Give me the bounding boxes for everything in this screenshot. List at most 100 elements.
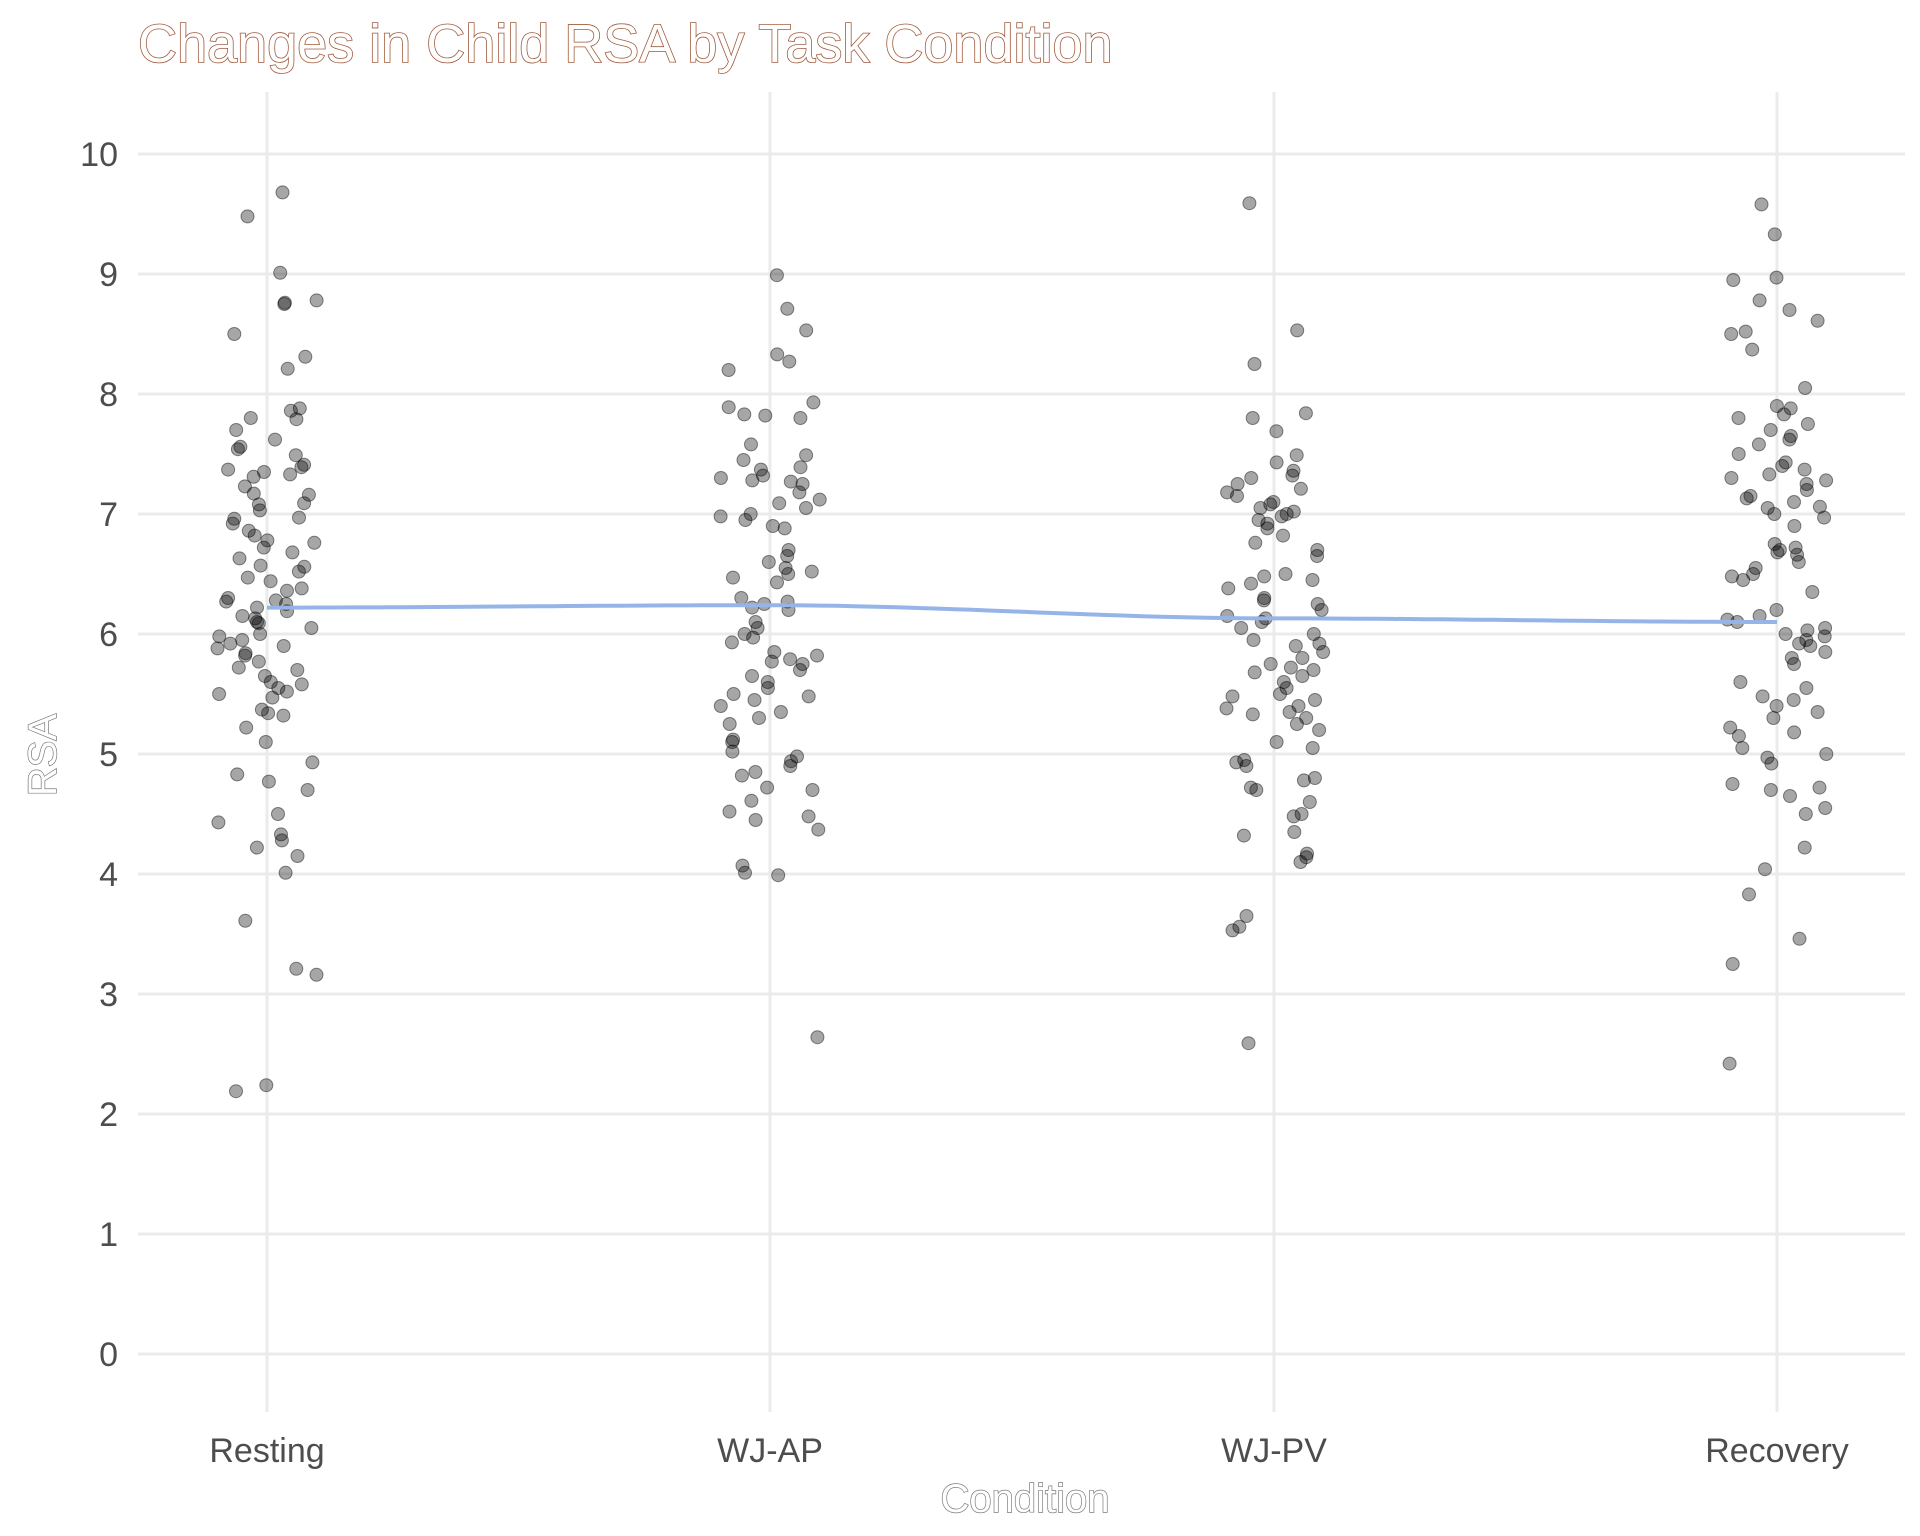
data-point [1760,501,1775,515]
data-point [1248,535,1263,550]
data-point [1782,432,1797,447]
data-point [1782,303,1797,317]
vertical-gridlines [265,92,1779,1412]
data-point [1276,675,1291,689]
data-point [1803,639,1818,653]
x-tick-label: WJ-AP [717,1432,823,1470]
data-point [1819,747,1834,761]
data-point [1818,621,1833,635]
data-point [1282,705,1297,719]
data-point [1817,510,1832,525]
data-point [251,497,266,512]
y-tick-label: 8 [99,376,118,414]
data-point [1243,780,1258,795]
data-point [771,868,786,883]
data-point [298,349,313,364]
data-point [292,401,307,416]
data-point [1725,957,1740,971]
data-point [1754,197,1769,212]
data-point [804,564,819,579]
data-point [790,749,804,764]
data-point [806,395,821,410]
data-point [1812,499,1827,514]
data-point [247,528,262,543]
data-point [1766,711,1781,725]
data-point [297,457,312,472]
data-point [261,706,276,721]
data-point [1300,846,1314,861]
data-point [752,711,766,725]
data-point [225,516,240,531]
data-point [1242,196,1257,211]
data-point [309,293,324,308]
data-point [760,675,775,689]
data-point [1767,537,1782,551]
data-point [1273,687,1287,701]
data-point [746,630,761,645]
data-point [793,411,808,425]
data-point [734,768,749,783]
data-point [1790,547,1805,562]
data-point [221,591,236,605]
data-point [258,735,273,749]
data-point [249,840,264,855]
data-point [748,813,763,827]
data-point [1739,491,1754,506]
data-point [810,648,824,663]
data-point [799,448,814,463]
data-point [238,913,253,928]
data-point [1296,773,1311,788]
data-point [801,689,816,704]
data-point [1787,725,1802,740]
data-point [1269,424,1284,439]
data-point [745,473,760,488]
data-point [1312,636,1327,651]
data-point [1767,507,1782,521]
data-point [1778,627,1793,641]
data-point [1733,675,1748,689]
data-point [793,663,807,677]
data-point [1746,567,1761,581]
trend-line-group [267,603,1777,624]
y-tick-label: 9 [99,256,118,294]
data-point [1798,807,1813,821]
data-point [1285,468,1300,483]
data-point [1290,323,1305,338]
data-point [230,767,245,782]
data-point [1800,417,1815,431]
data-point [276,708,291,723]
data-point [743,507,758,521]
data-point [756,468,770,483]
data-point [1805,585,1820,599]
data-point [257,669,272,683]
data-point [1229,755,1244,770]
y-axis-title: RSA [21,714,65,797]
data-point [738,513,753,527]
data-point [253,627,268,641]
data-point [1260,521,1275,536]
data-point [1294,807,1309,821]
data-point [1819,473,1834,488]
data-point [233,439,248,454]
data-point [792,485,807,500]
data-point [1220,485,1235,500]
data-point [726,732,741,747]
data-point [274,827,288,842]
data-point [760,681,775,695]
data-point [1723,720,1738,735]
data-point [271,807,285,821]
data-point [1289,717,1304,731]
data-point [250,600,264,615]
data-point [276,639,291,653]
data-point [1293,481,1308,496]
data-point [793,460,808,475]
data-point [297,496,312,511]
data-point [237,479,252,494]
data-point [1731,729,1746,743]
data-point [1291,699,1306,713]
data-point [219,594,234,609]
data-point [1225,689,1240,704]
data-point [777,521,792,536]
y-tick-label: 3 [99,976,118,1014]
data-point [805,783,820,797]
